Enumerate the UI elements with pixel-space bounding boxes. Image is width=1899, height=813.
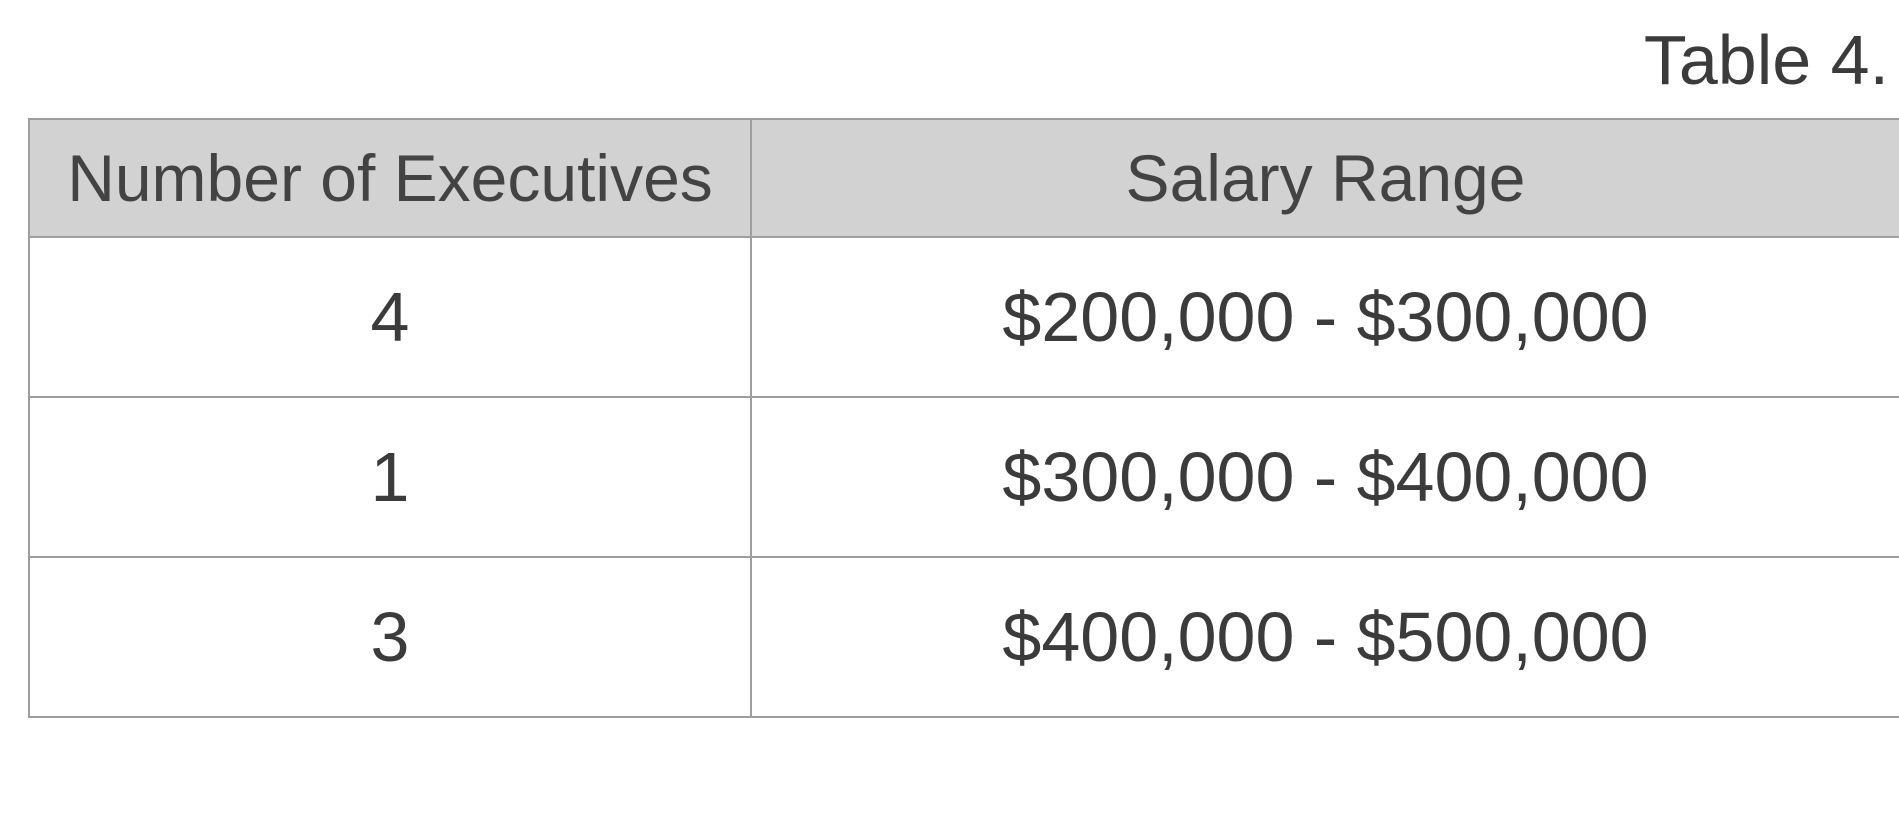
table-region: Table 4. Number of Executives Salary Ran… (0, 0, 1899, 718)
cell: $400,000 - $500,000 (751, 557, 1899, 717)
table-caption: Table 4. (28, 20, 1899, 100)
cell: $300,000 - $400,000 (751, 397, 1899, 557)
cell: 3 (29, 557, 751, 717)
table-row: 4 $200,000 - $300,000 (29, 237, 1899, 397)
col-header-1: Salary Range (751, 119, 1899, 237)
cell: $200,000 - $300,000 (751, 237, 1899, 397)
table-row: 1 $300,000 - $400,000 (29, 397, 1899, 557)
salary-table: Number of Executives Salary Range 4 $200… (28, 118, 1899, 718)
col-header-0: Number of Executives (29, 119, 751, 237)
table-row: 3 $400,000 - $500,000 (29, 557, 1899, 717)
table-header-row: Number of Executives Salary Range (29, 119, 1899, 237)
cell: 1 (29, 397, 751, 557)
cell: 4 (29, 237, 751, 397)
